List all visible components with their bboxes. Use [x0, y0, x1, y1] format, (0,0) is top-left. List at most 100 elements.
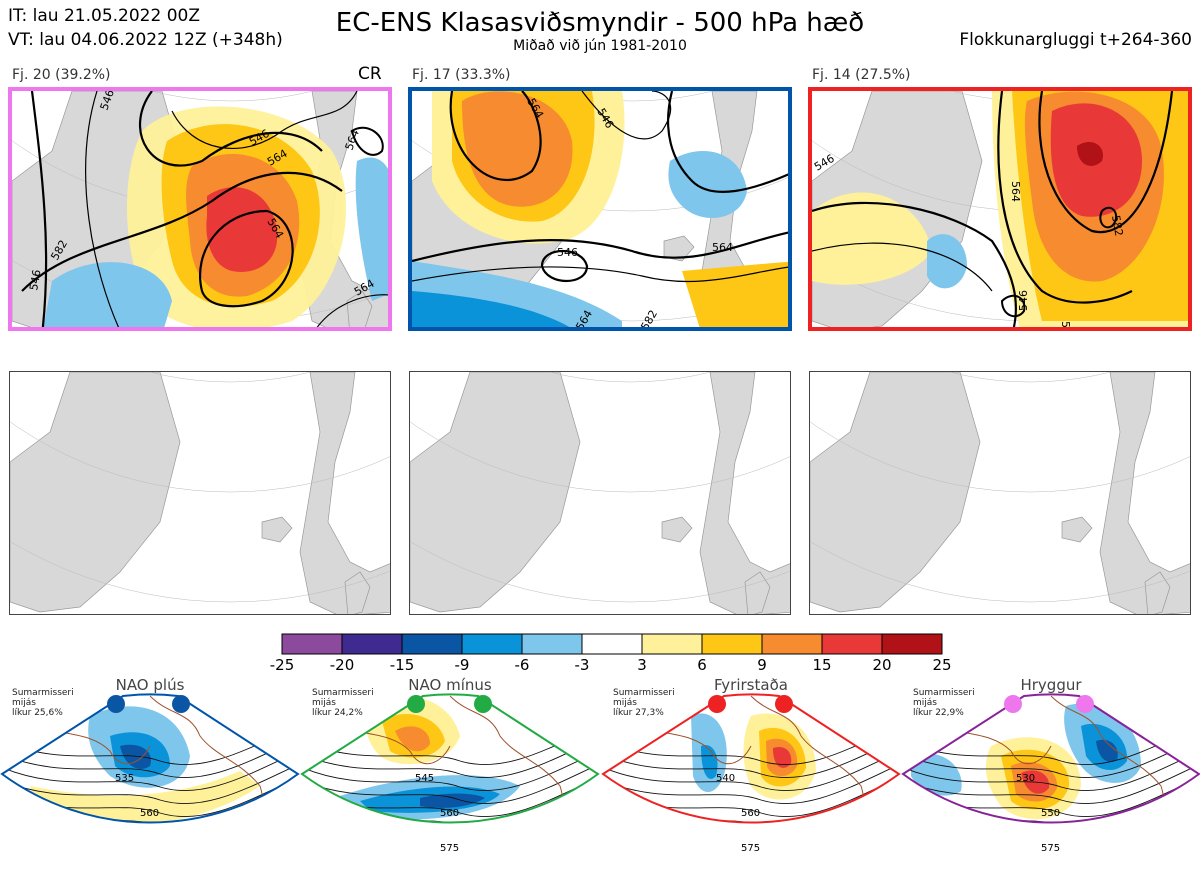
regime-note-line: Sumarmisseri	[12, 688, 74, 698]
regime-note-line: Sumarmisseri	[312, 688, 374, 698]
latitude-line	[810, 541, 1190, 603]
regime-name: NAO plús	[115, 676, 185, 694]
coastline	[149, 695, 264, 823]
contour-label: 546	[27, 269, 43, 292]
anomaly-neg-9	[1096, 739, 1118, 762]
height-contour	[449, 91, 542, 182]
british-isles	[744, 571, 771, 614]
latitude-line	[412, 140, 788, 212]
height-contour	[139, 91, 323, 167]
colorbar-bin	[761, 633, 823, 655]
colorbar-tick-label: -3	[574, 656, 590, 674]
empty-map-1	[9, 371, 391, 615]
anomaly-neg-3	[43, 262, 172, 327]
height-contour	[302, 741, 598, 791]
cluster-2-label: Fj. 17 (33.3%)	[412, 67, 511, 83]
height-contour	[171, 91, 358, 150]
colorbar-tick-label: -15	[389, 656, 415, 674]
anomaly-neg-3	[927, 234, 967, 289]
height-contour	[603, 741, 899, 791]
contour-label: 564	[1009, 181, 1022, 202]
colorbar-tick-label: -9	[454, 656, 470, 674]
regime-note: Sumarmisseri mijás líkur 22,9%	[913, 688, 975, 718]
height-contour	[666, 91, 788, 193]
fan-border	[601, 693, 901, 824]
contour-label: 5	[1059, 321, 1072, 327]
latitude-line	[10, 541, 390, 603]
land	[10, 372, 390, 614]
contour-label: 546	[1017, 290, 1030, 311]
colorbar-bin	[881, 633, 943, 655]
page-subtitle: Miðað við jún 1981-2010	[513, 38, 687, 54]
iceland	[261, 516, 293, 543]
regime-note: Sumarmisseri mijás líkur 25,6%	[12, 688, 74, 718]
cluster-1-tag: CR	[358, 64, 382, 84]
contour-label: 560	[440, 808, 459, 819]
height-contour	[903, 741, 1199, 791]
contour-label: 582	[1109, 214, 1125, 237]
colorbar-tick-label: -20	[329, 656, 355, 674]
land	[810, 372, 1190, 614]
height-contour	[581, 91, 672, 140]
regime-marker	[407, 695, 425, 713]
regime-note: Sumarmisseri mijás líkur 27,3%	[613, 688, 675, 718]
latitude-line	[810, 421, 1190, 493]
anomaly-neg-6	[412, 291, 570, 327]
height-contour	[412, 266, 788, 283]
anomaly-pos-15	[206, 187, 278, 272]
regime-marker	[474, 695, 492, 713]
height-contour	[903, 754, 1199, 804]
anomaly-neg-9	[120, 744, 151, 769]
anomaly-pos-20	[1077, 141, 1103, 166]
latitude-line	[548, 372, 712, 383]
british-isles	[344, 571, 371, 614]
anomaly-neg-9	[420, 793, 485, 808]
contour-label: 545	[415, 773, 434, 784]
regime-fan: 530 550 575	[901, 693, 1200, 860]
colorbar-tick-label: -6	[514, 656, 530, 674]
contour-label: 575	[1041, 843, 1060, 854]
anomaly-pos-3	[30, 771, 260, 823]
contour-label: 540	[716, 773, 735, 784]
latitude-line	[150, 91, 314, 102]
anomaly-neg-3b	[911, 753, 962, 796]
greenland	[10, 372, 181, 613]
anomaly-pos-9	[395, 726, 430, 752]
regime-note-line: líkur 24,2%	[312, 708, 363, 718]
regime-marker	[107, 695, 125, 713]
height-contour	[2, 741, 298, 791]
graticule	[810, 372, 1190, 603]
latitude-line	[410, 541, 790, 603]
fan-border	[0, 693, 300, 824]
graticule	[410, 372, 790, 603]
regime-marker	[708, 695, 726, 713]
map-svg	[410, 372, 790, 614]
regime-name: NAO mínus	[408, 676, 492, 694]
colorbar	[281, 633, 943, 655]
latitude-line	[948, 372, 1112, 383]
contour-label: 550	[1041, 808, 1060, 819]
scandinavia	[299, 372, 390, 614]
cluster-3-map: 546 564 582 546 5	[808, 87, 1192, 331]
anomaly-neg-3c	[1011, 849, 1037, 860]
cluster-2-map: 564 546 546 564 564 582	[408, 87, 792, 331]
regime-marker	[1004, 695, 1022, 713]
height-contour	[412, 231, 788, 263]
cluster-window: Flokkunargluggi t+264-360	[959, 30, 1192, 50]
height-contour	[540, 250, 589, 282]
british-isles	[1144, 571, 1171, 614]
regime-panel: 535 560	[0, 676, 300, 871]
empty-map-2	[409, 371, 791, 615]
colorbar-bin	[461, 633, 523, 655]
coastline	[1050, 695, 1165, 823]
regime-note-line: líkur 22,9%	[913, 708, 964, 718]
contour-label: 560	[741, 808, 760, 819]
height-contour	[1038, 91, 1174, 234]
height-contour	[2, 819, 298, 823]
colorbar-tick-label: 3	[637, 656, 647, 674]
colorbar-tick-label: 20	[872, 656, 892, 674]
